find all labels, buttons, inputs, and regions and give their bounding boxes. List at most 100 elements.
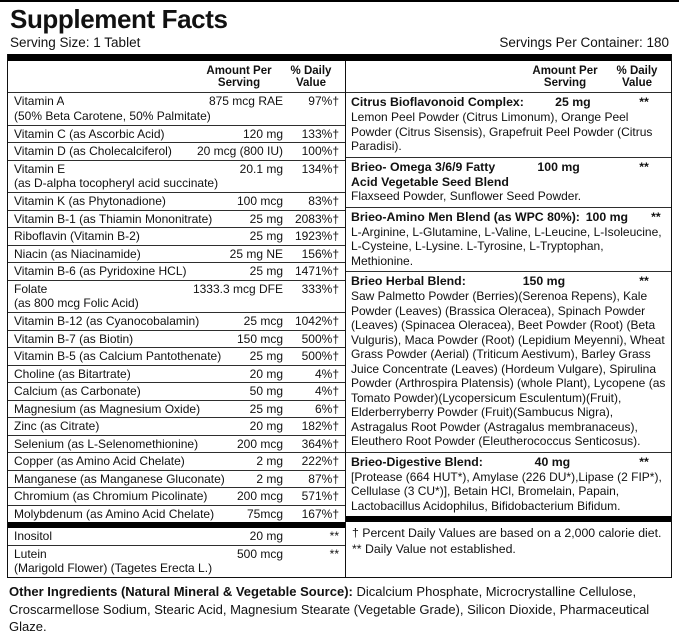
blend-amount: 25 mg — [555, 95, 591, 109]
right-column: Amount Per Serving % Daily Value Citrus … — [346, 61, 671, 577]
nutrient-row: Manganese (as Manganese Gluconate) 2 mg … — [8, 471, 345, 488]
nutrient-name: Vitamin A — [14, 95, 65, 108]
nutrient-row: Chromium (as Chromium Picolinate) 200 mc… — [8, 488, 345, 506]
nutrient-dv: 364%† — [301, 436, 339, 451]
blend-name: Brieo Herbal Blend: — [351, 274, 466, 288]
nutrient-amount: 500 mcg — [236, 546, 283, 561]
dv-header: % Daily Value — [290, 65, 332, 89]
nutrient-row: Copper (as Amino Acid Chelate) 2 mg 222%… — [8, 453, 345, 471]
thick-divider — [8, 522, 345, 528]
nutrient-subtext: (as D-alpha tocopheryl acid succinate) — [14, 177, 219, 190]
nutrient-row: Vitamin B-5 (as Calcium Pantothenate) 25… — [8, 348, 345, 366]
nutrient-dv: 1923%† — [294, 229, 339, 243]
nutrient-name: Chromium (as Chromium Picolinate) — [14, 490, 208, 503]
nutrient-name: Riboflavin (Vitamin B-2) — [14, 230, 140, 243]
nutrient-dv: 2083%† — [294, 211, 339, 226]
nutrient-dv: 83%† — [308, 194, 339, 208]
left-column: Amount Per Serving % Daily Value Vitamin… — [8, 61, 346, 577]
nutrient-amount: 150 mcg — [236, 331, 283, 346]
nutrient-name: Inositol — [14, 530, 53, 543]
nutrient-amount: 25 mg — [249, 401, 283, 416]
nutrient-row: Inositol 20 mg ** — [8, 528, 345, 546]
nutrient-row: Niacin (as Niacinamide) 25 mg NE 156%† — [8, 246, 345, 263]
blend-name-line2: Acid Vegetable Seed Blend — [351, 174, 509, 189]
nutrient-row: Vitamin B-12 (as Cyanocobalamin) 25 mcg … — [8, 313, 345, 331]
nutrient-dv: 167%† — [301, 506, 339, 521]
blend-name: Brieo-Amino Men Blend (as WPC 80%): — [351, 209, 580, 224]
nutrient-row: Vitamin B-6 (as Pyridoxine HCL) 25 mg 14… — [8, 263, 345, 281]
nutrient-name: Niacin (as Niacinamide) — [14, 247, 141, 261]
nutrient-amount: 20.1 mg — [239, 161, 283, 176]
blend-amount: 100 mg — [585, 209, 629, 224]
nutrient-name: Selenium (as L-Selenomethionine) — [14, 437, 199, 451]
nutrient-dv: 500%† — [301, 331, 339, 346]
nutrient-row: Vitamin B-7 (as Biotin) 150 mcg 500%† — [8, 331, 345, 348]
label-header: Supplement Facts Serving Size: 1 Tablet … — [0, 2, 679, 54]
blend-block: Citrus Bioflavonoid Complex: 25 mg ** Le… — [346, 93, 671, 158]
blend-dv: ** — [651, 209, 661, 224]
nutrient-amount: 20 mg — [249, 419, 283, 433]
nutrient-row: Vitamin K (as Phytonadione) 100 mcg 83%† — [8, 193, 345, 211]
nutrient-name: Vitamin B-7 (as Biotin) — [14, 332, 134, 346]
serving-row: Serving Size: 1 Tablet Servings Per Cont… — [10, 35, 669, 51]
nutrient-dv: 4%† — [314, 384, 339, 398]
label-footer: Manufactured for BRIEOFOOD,PO Box 275, C… — [0, 636, 679, 639]
blend-name: Citrus Bioflavonoid Complex: — [351, 95, 524, 109]
nutrient-row: Calcium (as Carbonate) 50 mg 4%† — [8, 383, 345, 401]
blend-amount: 100 mg — [537, 159, 580, 174]
nutrient-subtext: (Marigold Flower) (Tagetes Erecta L.) — [14, 562, 213, 575]
nutrient-amount: 100 mcg — [236, 194, 283, 208]
nutrient-amount: 1333.3 mcg DFE — [192, 281, 283, 296]
nutrient-amount: 20 mg — [249, 366, 283, 381]
nutrient-amount: 25 mg — [249, 349, 283, 363]
nutrient-subtext: (50% Beta Carotene, 50% Palmitate) — [14, 109, 211, 123]
blend-block: Brieo- Omega 3/6/9 Fatty 100 mg ** Acid … — [346, 158, 671, 208]
nutrient-dv: 1042%† — [294, 314, 339, 328]
blend-amount: 150 mg — [522, 274, 566, 288]
blend-amount: 40 mg — [534, 454, 571, 469]
nutrient-dv: 100%† — [301, 144, 339, 158]
nutrient-row: Vitamin D (as Cholecalciferol) 20 mcg (8… — [8, 143, 345, 161]
other-ingredients-list: Dicalcium Phosphate, Microcrystalline Ce… — [9, 584, 650, 634]
nutrient-amount: 25 mg — [249, 211, 283, 226]
other-ingredients-lead: Other Ingredients (Natural Mineral & Veg… — [9, 584, 353, 599]
nutrient-dv: 222%† — [301, 454, 339, 468]
blend-name: Brieo-Digestive Blend: — [351, 454, 483, 469]
nutrient-name: Vitamin D (as Cholecalciferol) — [14, 145, 172, 158]
nutrient-row: Molybdenum (as Amino Acid Chelate) 75mcg… — [8, 506, 345, 523]
nutrient-row: Vitamin B-1 (as Thiamin Mononitrate) 25 … — [8, 211, 345, 228]
nutrient-amount: 200 mcg — [236, 489, 283, 503]
nutrient-row: Vitamin C (as Ascorbic Acid) 120 mg 133%… — [8, 126, 345, 143]
nutrient-name: Folate — [14, 282, 48, 296]
blend-ingredients: [Protease (664 HUT*), Amylase (226 DU*),… — [351, 469, 662, 513]
nutrient-subtext: (as 800 mcg Folic Acid) — [14, 297, 139, 310]
nutrient-dv: ** — [329, 529, 339, 543]
nutrient-amount: 2 mg — [256, 471, 283, 486]
nutrient-amount: 50 mg — [249, 384, 283, 398]
serving-size: Serving Size: 1 Tablet — [10, 35, 141, 50]
nutrient-dv: 6%† — [314, 401, 339, 416]
page-title: Supplement Facts — [10, 4, 228, 34]
nutrient-dv: 1471%† — [294, 264, 339, 278]
nutrient-name: Lutein — [14, 547, 47, 561]
nutrient-dv: 500%† — [301, 349, 339, 363]
nutrient-dv: 333%† — [301, 281, 339, 296]
nutrient-dv: 156%† — [301, 246, 339, 261]
nutrient-row: Vitamin A 875 mcg RAE 97%† (50% Beta Car… — [8, 93, 345, 126]
blend-dv: ** — [639, 274, 649, 288]
blend-name: Brieo- Omega 3/6/9 Fatty — [351, 159, 496, 174]
nutrient-amount: 25 mg NE — [229, 246, 283, 261]
other-ingredients: Other Ingredients (Natural Mineral & Veg… — [0, 578, 679, 636]
nutrient-name: Vitamin B-12 (as Cyanocobalamin) — [14, 315, 200, 328]
nutrient-row: Selenium (as L-Selenomethionine) 200 mcg… — [8, 436, 345, 453]
thick-divider — [8, 54, 671, 61]
nutrient-name: Choline (as Bitartrate) — [14, 367, 131, 381]
right-column-header: Amount Per Serving % Daily Value — [346, 61, 671, 93]
blend-dv: ** — [639, 159, 649, 174]
nutrient-row: Zinc (as Citrate) 20 mg 182%† — [8, 418, 345, 436]
nutrient-dv: 97%† — [308, 94, 339, 108]
nutrient-name: Manganese (as Manganese Gluconate) — [14, 472, 225, 486]
blend-block: Brieo Herbal Blend: 150 mg ** Saw Palmet… — [346, 272, 671, 453]
nutrient-name: Magnesium (as Magnesium Oxide) — [14, 402, 201, 416]
